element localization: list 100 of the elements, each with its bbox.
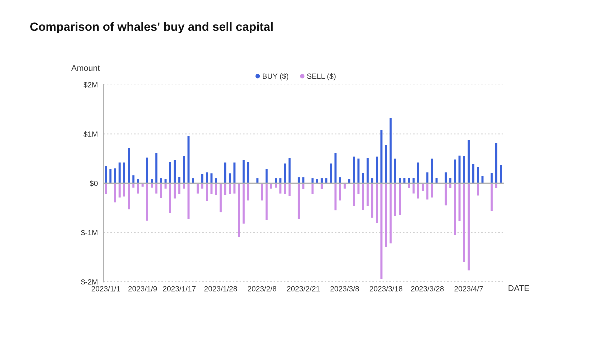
bar: [118, 162, 121, 184]
bar: [105, 166, 108, 184]
bar: [380, 130, 383, 184]
bar: [444, 183, 448, 206]
bar: [431, 183, 434, 198]
bar: [266, 183, 268, 220]
bar: [261, 183, 264, 201]
bar: [366, 183, 369, 206]
bar: [417, 162, 420, 184]
bar: [454, 160, 456, 184]
bar: [302, 178, 305, 184]
bar: [399, 183, 402, 215]
bar: [390, 118, 392, 184]
bar: [188, 183, 190, 220]
bar: [174, 160, 176, 184]
bar: [288, 183, 291, 196]
bar: [298, 178, 300, 184]
bar: [376, 156, 378, 184]
bar: [334, 153, 337, 184]
bar: [353, 156, 356, 184]
x-axis-title: DATE: [508, 286, 530, 292]
bar: [123, 183, 126, 197]
bar: [202, 174, 204, 184]
bar: [490, 183, 493, 212]
bar: [330, 164, 332, 184]
bar: [371, 183, 374, 218]
bar: [169, 183, 172, 214]
bar: [362, 173, 364, 184]
bar: [500, 165, 502, 184]
bar: [380, 183, 383, 280]
bar: [339, 178, 342, 184]
bar: [458, 183, 461, 222]
bar: [463, 183, 466, 262]
bar: [408, 178, 410, 184]
bar: [242, 160, 245, 184]
bar: [302, 183, 305, 190]
bar: [229, 174, 232, 184]
bar: [339, 183, 342, 201]
bar: [128, 183, 130, 210]
bar: [334, 183, 337, 211]
bar: [394, 158, 396, 184]
bar: [224, 162, 227, 184]
bar: [118, 183, 121, 198]
bar: [463, 156, 466, 184]
bar: [431, 158, 434, 184]
bar: [156, 153, 158, 184]
bar: [390, 183, 392, 244]
bar: [422, 183, 424, 192]
bar: [210, 174, 213, 184]
bar: [482, 176, 484, 184]
bar: [146, 158, 148, 184]
bar: [105, 183, 108, 194]
bar: [247, 183, 250, 201]
bar: [160, 183, 162, 198]
bar: [366, 158, 369, 184]
bar: [477, 167, 480, 184]
bar: [288, 158, 291, 184]
bar: [490, 173, 493, 184]
bar: [454, 183, 456, 236]
bar: [220, 183, 222, 213]
bar: [385, 183, 388, 248]
bar: [284, 164, 286, 184]
bar: [468, 183, 470, 271]
bar: [353, 183, 356, 206]
bar: [183, 156, 186, 184]
bar: [472, 164, 475, 184]
bar: [358, 183, 360, 194]
bar: [394, 183, 396, 216]
bar: [178, 183, 181, 194]
bar: [234, 162, 236, 184]
chart-title: Comparison of whales' buy and sell capital: [30, 22, 273, 34]
bar: [128, 148, 130, 184]
bar: [174, 183, 176, 199]
bar: [298, 183, 300, 220]
bar: [412, 183, 415, 194]
bar: [247, 162, 250, 184]
bar: [417, 183, 420, 199]
bar: [110, 169, 112, 184]
bar: [385, 146, 388, 184]
bar: [320, 183, 324, 190]
bar: [426, 183, 429, 200]
bar: [358, 158, 360, 184]
bar: [137, 183, 140, 194]
bar: [178, 177, 181, 184]
y-axis-title: Amount: [71, 65, 100, 72]
bar: [137, 180, 140, 184]
bar: [234, 183, 236, 194]
bar: [426, 172, 429, 184]
bar: [206, 172, 208, 184]
bar: [477, 183, 480, 196]
bar: [229, 183, 232, 194]
bar: [280, 183, 282, 194]
bar: [169, 162, 172, 184]
bar: [114, 168, 116, 184]
bar: [132, 176, 135, 184]
bar: [114, 183, 116, 203]
bar: [266, 169, 268, 184]
bar: [146, 183, 148, 221]
bar: [312, 183, 314, 194]
bar: [206, 183, 208, 202]
